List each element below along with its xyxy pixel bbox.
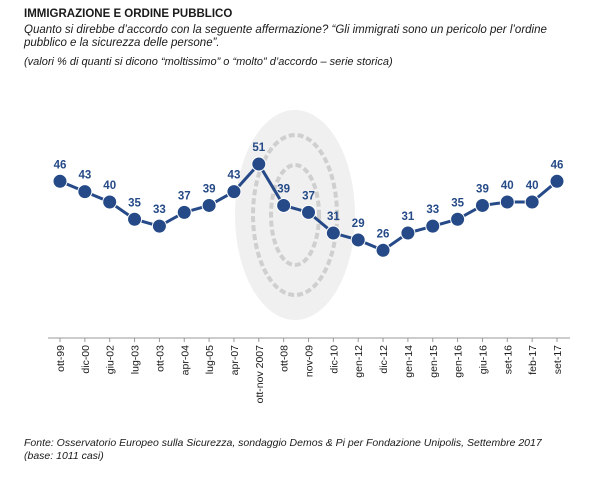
x-tick-label: nov-09 [304, 345, 316, 377]
marker [499, 194, 515, 210]
data-label: 26 [377, 228, 390, 240]
x-tick-label: gen-15 [428, 345, 440, 378]
data-label: 39 [203, 183, 216, 195]
data-label: 40 [526, 180, 539, 192]
data-label: 43 [228, 170, 241, 182]
data-label: 46 [54, 159, 67, 171]
x-tick-label: ott-08 [279, 345, 291, 372]
marker [151, 218, 167, 234]
x-tick-label: gen-16 [453, 345, 465, 378]
data-label: 31 [402, 211, 415, 223]
marker [176, 204, 192, 220]
x-tick-label: gen-14 [403, 345, 415, 378]
data-label: 29 [352, 218, 365, 230]
marker [201, 197, 217, 213]
data-label: 37 [302, 190, 315, 202]
note: (valori % di quanti si dicono “moltissim… [24, 56, 393, 68]
x-tick-label: lug-03 [130, 345, 142, 374]
marker [301, 204, 316, 220]
x-tick-label: giu-02 [105, 345, 117, 374]
marker [425, 218, 441, 234]
data-label: 43 [78, 170, 91, 182]
x-tick-label: ott-nov 2007 [254, 345, 266, 404]
x-tick-label: set-16 [502, 345, 514, 374]
x-tick-label: feb-17 [527, 345, 539, 375]
data-label: 46 [551, 159, 564, 171]
x-tick-label: apr-04 [179, 345, 191, 376]
data-label: 33 [426, 204, 439, 216]
x-tick-label: dic-00 [80, 345, 92, 374]
data-label: 35 [451, 197, 464, 209]
x-tick-label: dic-12 [378, 345, 390, 374]
x-tick-label: apr-07 [229, 345, 241, 376]
x-tick-label: gen-12 [353, 345, 365, 378]
marker [127, 211, 143, 227]
marker [450, 211, 466, 227]
marker [375, 242, 391, 258]
fingerprint-ridges [269, 163, 321, 267]
marker [524, 194, 540, 210]
marker [102, 194, 118, 210]
data-label: 39 [277, 183, 290, 195]
subtitle: Quanto si direbbe d’accordo con la segue… [24, 24, 547, 49]
data-label: 51 [252, 142, 265, 154]
data-label: 40 [501, 180, 514, 192]
marker [226, 184, 242, 200]
x-tick-label: ott-99 [55, 345, 67, 372]
marker [251, 156, 267, 172]
data-label: 37 [178, 190, 191, 202]
marker [77, 184, 93, 200]
x-tick-label: set-17 [552, 345, 564, 374]
source: Fonte: Osservatorio Europeo sulla Sicure… [24, 437, 542, 462]
chart-title: IMMIGRAZIONE E ORDINE PUBBLICO [24, 8, 233, 20]
marker [474, 197, 490, 213]
marker [350, 232, 366, 248]
marker [52, 173, 68, 189]
x-tick-label: lug-05 [204, 345, 216, 374]
data-label: 40 [103, 180, 116, 192]
x-tick-label: dic-10 [328, 345, 340, 374]
x-tick-label: giu-16 [477, 345, 489, 374]
marker [549, 173, 565, 189]
data-label: 35 [128, 197, 141, 209]
data-label: 31 [327, 211, 340, 223]
marker [325, 225, 341, 241]
marker [276, 197, 292, 213]
fingerprint-ridges [251, 133, 339, 297]
data-label: 39 [476, 183, 489, 195]
marker [400, 225, 416, 241]
chart: ott-99 dic-00 giu-02 lug-03 ott-03 apr-04 lug-… [48, 110, 570, 404]
data-label: 33 [153, 204, 166, 216]
x-tick-label: ott-03 [154, 345, 166, 372]
